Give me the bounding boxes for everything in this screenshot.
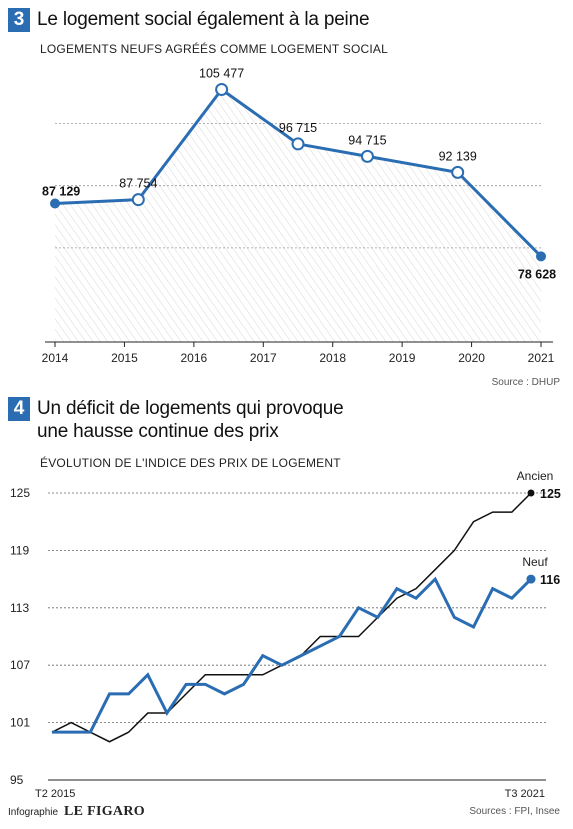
chart4-source: Sources : FPI, Insee bbox=[469, 806, 560, 817]
chart4-end-value-label: 125 bbox=[540, 487, 561, 501]
chart3-value-label: 96 715 bbox=[279, 121, 317, 135]
chart3-value-label: 87 129 bbox=[42, 185, 80, 199]
chart3-plot: 87 129 87 754 105 477 96 715 94 715 92 139 78 … bbox=[42, 66, 557, 365]
chart4-y-tick-label: 113 bbox=[10, 601, 29, 615]
chart3-x-tick-label: 2019 bbox=[389, 351, 416, 365]
chart3-header: 3 Le logement social également à la pein… bbox=[8, 8, 370, 32]
chart3-value-label: 78 628 bbox=[518, 267, 556, 281]
chart3-data-point bbox=[215, 82, 229, 96]
chart3-data-point bbox=[360, 149, 374, 163]
chart4-title-line-2: une hausse continue des prix bbox=[37, 421, 279, 442]
chart3-x-tick-label: 2020 bbox=[458, 351, 485, 365]
chart4-series-name-label: Ancien bbox=[517, 469, 554, 483]
footer-credit: Infographie LE FIGARO bbox=[8, 804, 145, 820]
chart3-x-tick-label: 2017 bbox=[250, 351, 277, 365]
chart3-x-tick-label: 2018 bbox=[319, 351, 346, 365]
chart4-y-tick-label: 101 bbox=[10, 716, 30, 730]
chart3-x-tick-label: 2021 bbox=[528, 351, 555, 365]
chart3-data-point bbox=[291, 137, 305, 151]
chart3-area-fill bbox=[55, 89, 541, 342]
chart3-x-tick-label: 2014 bbox=[42, 351, 69, 365]
chart4-end-point-ancien bbox=[527, 489, 535, 497]
chart4-series-line-ancien bbox=[51, 492, 532, 743]
chart4-y-tick-label: 107 bbox=[10, 658, 30, 672]
brand-logo: LE FIGARO bbox=[64, 804, 145, 819]
chart4-x-tick-label: T3 2021 bbox=[505, 788, 545, 800]
chart3-value-label: 94 715 bbox=[348, 133, 386, 147]
chart3-data-point bbox=[131, 193, 145, 207]
chart3-title: Le logement social également à la peine bbox=[37, 9, 370, 30]
chart4-number-badge: 4 bbox=[8, 397, 30, 421]
chart4-header: 4 Un déficit de logements qui provoque u… bbox=[8, 397, 344, 443]
chart3-value-label: 92 139 bbox=[439, 149, 477, 163]
chart3-number-badge: 3 bbox=[8, 8, 30, 32]
chart3-source: Source : DHUP bbox=[491, 377, 560, 388]
chart4-y-tick-label: 125 bbox=[10, 486, 30, 500]
chart4-series-name-label: Neuf bbox=[522, 555, 548, 569]
chart4-y-tick-label: 95 bbox=[10, 773, 24, 787]
chart3-x-tick-label: 2016 bbox=[181, 351, 208, 365]
chart3-data-point bbox=[451, 165, 465, 179]
chart4-title: Un déficit de logements qui provoque une… bbox=[37, 397, 344, 443]
chart3-x-tick-label: 2015 bbox=[111, 351, 138, 365]
chart4-subtitle: ÉVOLUTION DE L'INDICE DES PRIX DE LOGEME… bbox=[40, 456, 341, 470]
chart4-title-line-1: Un déficit de logements qui provoque bbox=[37, 398, 344, 419]
chart4-x-tick-label: T2 2015 bbox=[35, 788, 75, 800]
chart3-data-point bbox=[50, 198, 60, 209]
chart4-y-tick-label: 119 bbox=[10, 543, 29, 557]
chart4-series-line-neuf bbox=[52, 576, 533, 734]
chart3-value-label: 105 477 bbox=[199, 66, 244, 80]
chart3-value-label: 87 754 bbox=[119, 177, 157, 191]
chart3-subtitle: LOGEMENTS NEUFS AGRÉÉS COMME LOGEMENT SO… bbox=[40, 42, 388, 56]
chart4-end-point-neuf bbox=[526, 574, 536, 584]
chart4-end-value-label: 116 bbox=[540, 573, 560, 587]
chart3-data-point bbox=[536, 251, 546, 262]
credit-label: Infographie bbox=[8, 807, 59, 818]
